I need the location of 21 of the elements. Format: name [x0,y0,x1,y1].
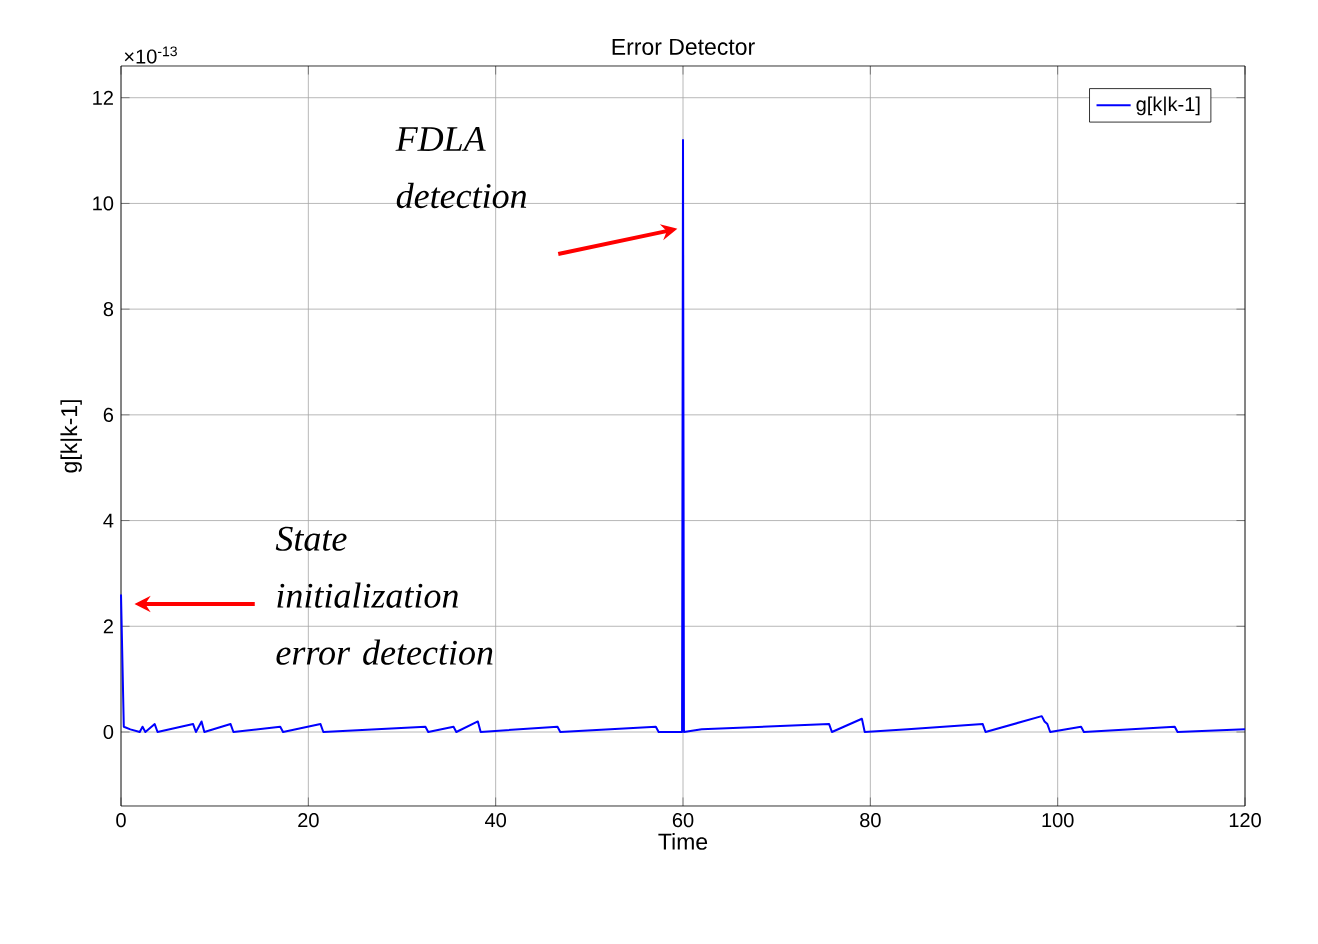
y-tick-label: 0 [103,724,114,740]
chart-title: Error Detector [612,38,755,55]
y-tick-label: 12 [93,90,113,105]
x-tick-label: 40 [485,813,507,828]
y-tick-label: 10 [93,196,114,211]
y-tick-label: 2 [103,619,113,634]
x-tick-label: 0 [116,813,126,828]
annotation: FDLA detection [395,127,527,209]
y-tick-label: 4 [103,513,114,528]
text: ×10$^{-13}$ [124,46,177,64]
y-tick-label: 8 [103,302,114,317]
x-tick-label: 60 [672,813,694,828]
x-tick-label: 100 [1042,813,1074,828]
legend-label: g[k|k-1] [1136,96,1200,116]
x-tick-label: 20 [298,813,319,828]
y-tick-label: 6 [103,407,114,422]
x-tick-label: 80 [860,813,881,828]
annotation: State initialization error detection [275,526,493,665]
x-axis-title: Time [658,832,708,850]
y-axis-title: g[k|k-1] [60,400,82,473]
x-tick-label: 120 [1229,813,1261,828]
